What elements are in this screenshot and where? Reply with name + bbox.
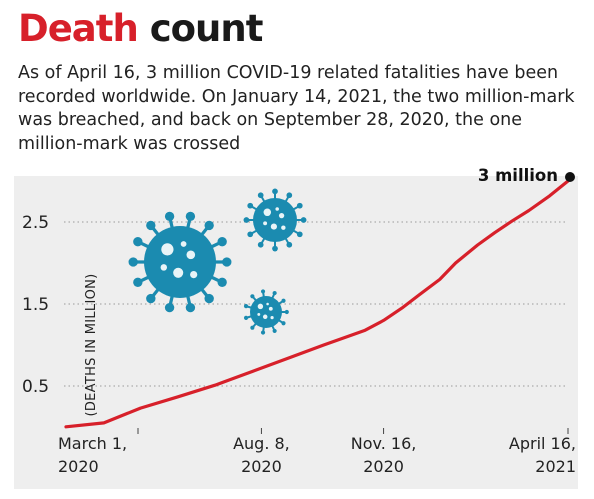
virus-spike-tip (133, 277, 143, 287)
virus-spike-tip (204, 293, 214, 304)
virus-spike-tip (296, 231, 303, 238)
virus-spike-tip (146, 293, 156, 304)
chart-panel (14, 176, 578, 489)
y-tick-label: 1.5 (22, 295, 49, 315)
virus-icon (243, 289, 289, 335)
virus-spot (160, 264, 168, 271)
virus-spike-tip (272, 188, 278, 195)
x-tick-label-year: 2020 (58, 457, 99, 476)
virus-spike-tip (250, 325, 255, 330)
title-highlight: Death (18, 7, 139, 50)
y-axis-title: (DEATHS IN MILLION) (84, 273, 99, 416)
virus-spot (173, 267, 184, 278)
virus-icon (128, 211, 232, 313)
virus-spot (270, 316, 274, 320)
virus-spike-tip (272, 328, 277, 334)
x-tick-label-year: 2020 (241, 457, 282, 476)
virus-spike-tip (243, 315, 249, 320)
chart-title: Death count (18, 6, 264, 52)
virus-spike-tip (281, 321, 286, 326)
x-tick-label: Nov. 16, (351, 434, 417, 453)
virus-spike-tip (128, 257, 138, 267)
virus-spot (257, 312, 261, 316)
virus-spike-tip (133, 237, 143, 247)
virus-spike-tip (217, 237, 227, 247)
y-tick-label: 2.5 (22, 213, 49, 233)
virus-body (253, 198, 297, 242)
virus-spike-tip (185, 302, 196, 313)
virus-spike-tip (222, 257, 232, 267)
title-rest: count (149, 7, 264, 50)
virus-spot (266, 302, 269, 306)
virus-spike-tip (146, 220, 156, 231)
deaths-line (64, 179, 570, 429)
virus-spot (263, 221, 268, 226)
virus-spike-tip (243, 304, 249, 309)
virus-spot (161, 243, 174, 256)
y-tick-label: 0.5 (22, 377, 49, 397)
virus-body (144, 226, 216, 298)
x-tick-label-year: 2020 (363, 457, 404, 476)
virus-spike-tip (260, 330, 266, 335)
virus-spike-tip (257, 241, 264, 248)
chart-subtitle: As of April 16, 3 million COVID-19 relat… (18, 63, 575, 154)
end-point-label: 3 million (478, 166, 558, 185)
virus-spike-tip (257, 192, 264, 199)
virus-spike-tip (247, 231, 254, 238)
virus-spike-tip (260, 289, 266, 294)
virus-spike-tip (164, 302, 175, 313)
virus-spike-tip (243, 217, 250, 223)
virus-spot (263, 208, 272, 217)
virus-spot (270, 223, 277, 230)
virus-icon (243, 188, 307, 252)
virus-spot (257, 303, 264, 310)
virus-spike-tip (296, 202, 303, 209)
virus-spot (186, 250, 196, 260)
x-tick-label: April 16, (509, 434, 576, 453)
virus-body (250, 296, 282, 328)
virus-spot (262, 314, 268, 320)
virus-spike-tip (250, 294, 255, 299)
x-tick-label: Aug. 8, (233, 434, 290, 453)
virus-spike-tip (300, 217, 307, 223)
virus-spot (281, 225, 286, 230)
virus-spike-tip (286, 192, 293, 199)
virus-spot (190, 271, 198, 279)
virus-spike-tip (272, 290, 277, 296)
virus-spike-tip (217, 277, 227, 287)
end-point-marker (565, 172, 575, 182)
virus-spike-tip (286, 241, 293, 248)
virus-spot (278, 212, 285, 219)
virus-spike-tip (185, 211, 196, 222)
virus-spike-tip (247, 202, 254, 209)
virus-spot (180, 241, 187, 247)
x-tick-label: March 1, (58, 434, 127, 453)
virus-spike-tip (164, 211, 175, 222)
virus-spike-tip (272, 245, 278, 252)
virus-spot (268, 306, 273, 311)
virus-spike-tip (284, 309, 289, 315)
x-tick-label-year: 2021 (535, 457, 576, 476)
virus-spike-tip (281, 298, 286, 303)
virus-spot (275, 207, 279, 211)
virus-spike-tip (204, 220, 214, 231)
